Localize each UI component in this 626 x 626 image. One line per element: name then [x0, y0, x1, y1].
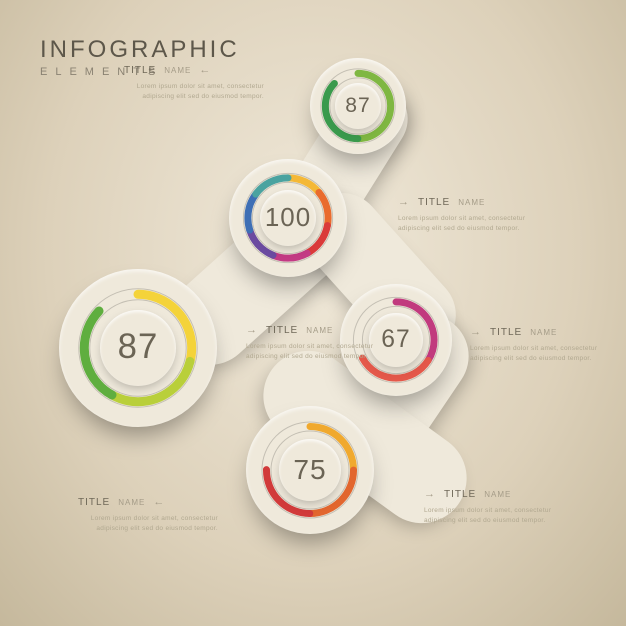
label-lorem: Lorem ipsum dolor sit amet, consectetur …: [470, 344, 610, 364]
header-title: INFOGRAPHIC: [40, 36, 240, 64]
label-lorem: Lorem ipsum dolor sit amet, consectetur …: [124, 82, 264, 102]
circle-inner: 87: [100, 310, 176, 386]
arrow-icon: →: [246, 324, 258, 336]
label-lorem: Lorem ipsum dolor sit amet, consectetur …: [78, 514, 218, 534]
label-sub: NAME: [118, 498, 145, 507]
label-row: ← NAME TITLE: [78, 496, 218, 508]
label-sub: NAME: [306, 326, 333, 335]
label-title: TITLE: [418, 197, 450, 208]
label-c4: → TITLE NAME Lorem ipsum dolor sit amet,…: [470, 326, 610, 364]
label-sub: NAME: [530, 328, 557, 337]
label-c5-right: → TITLE NAME Lorem ipsum dolor sit amet,…: [424, 488, 564, 526]
circle-value: 87: [118, 328, 159, 367]
label-row: → TITLE NAME: [424, 488, 564, 500]
label-title: TITLE: [490, 327, 522, 338]
circle-c3: 87: [59, 269, 217, 427]
circle-value: 75: [293, 454, 326, 486]
label-lorem: Lorem ipsum dolor sit amet, consectetur …: [398, 214, 538, 234]
label-row: → TITLE NAME: [246, 324, 386, 336]
circle-c2: 100: [229, 159, 347, 277]
circle-value: 100: [265, 202, 311, 233]
label-sub: NAME: [164, 66, 191, 75]
arrow-icon: →: [470, 326, 482, 338]
label-lorem: Lorem ipsum dolor sit amet, consectetur …: [246, 342, 386, 362]
label-sub: NAME: [484, 490, 511, 499]
label-c1: ← NAME TITLE Lorem ipsum dolor sit amet,…: [124, 64, 264, 102]
arrow-icon: →: [424, 488, 436, 500]
label-sub: NAME: [458, 198, 485, 207]
label-row: ← NAME TITLE: [124, 64, 264, 76]
arrow-icon: ←: [153, 496, 165, 508]
label-title: TITLE: [124, 65, 156, 76]
arrow-icon: ←: [199, 64, 211, 76]
label-c5-left: ← NAME TITLE Lorem ipsum dolor sit amet,…: [78, 496, 218, 534]
label-c2: → TITLE NAME Lorem ipsum dolor sit amet,…: [398, 196, 538, 234]
circle-c5: 75: [246, 406, 374, 534]
circle-value: 87: [345, 94, 370, 118]
label-title: TITLE: [444, 489, 476, 500]
circle-inner: 100: [260, 190, 317, 247]
arrow-icon: →: [398, 196, 410, 208]
circle-c1: 87: [310, 58, 406, 154]
label-row: → TITLE NAME: [470, 326, 610, 338]
circle-inner: 75: [279, 439, 340, 500]
label-c3: → TITLE NAME Lorem ipsum dolor sit amet,…: [246, 324, 386, 362]
label-title: TITLE: [78, 497, 110, 508]
label-row: → TITLE NAME: [398, 196, 538, 208]
label-lorem: Lorem ipsum dolor sit amet, consectetur …: [424, 506, 564, 526]
circle-inner: 87: [335, 83, 381, 129]
label-title: TITLE: [266, 325, 298, 336]
